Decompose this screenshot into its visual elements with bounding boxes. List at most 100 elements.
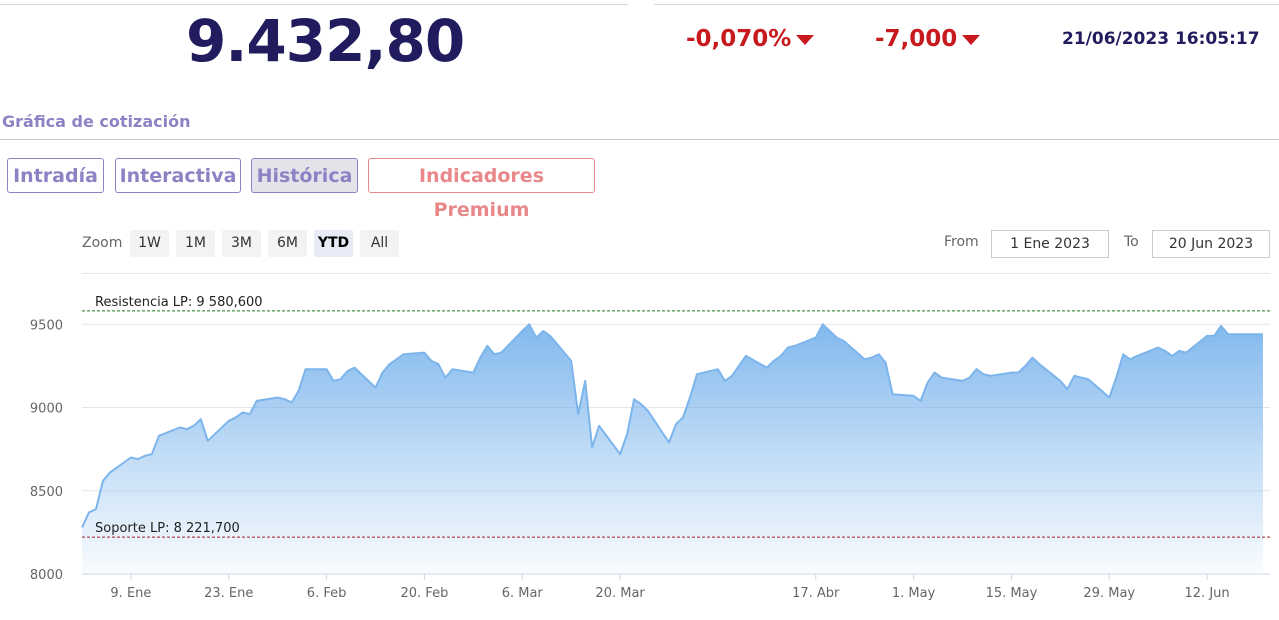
x-tick-label: 20. Feb bbox=[401, 586, 449, 601]
to-label: To bbox=[1124, 234, 1139, 250]
data-point bbox=[80, 525, 84, 529]
data-point bbox=[324, 367, 328, 371]
data-point bbox=[786, 345, 790, 349]
data-point bbox=[737, 364, 741, 368]
data-point bbox=[981, 372, 985, 376]
quote-datetime: 21/06/2023 16:05:17 bbox=[1062, 29, 1260, 49]
x-tick-label: 17. Abr bbox=[792, 586, 840, 601]
data-point bbox=[234, 415, 238, 419]
data-point bbox=[276, 395, 280, 399]
data-point bbox=[793, 344, 797, 348]
data-point bbox=[520, 329, 524, 333]
data-point bbox=[723, 379, 727, 383]
last-price: 9.432,80 bbox=[186, 7, 465, 75]
data-point bbox=[394, 357, 398, 361]
zoom-1w-button[interactable]: 1W bbox=[130, 230, 169, 257]
x-tick-label: 23. Ene bbox=[204, 586, 253, 601]
data-point bbox=[471, 370, 475, 374]
tab-historica[interactable]: Histórica bbox=[251, 158, 358, 193]
data-point bbox=[1072, 374, 1076, 378]
data-point bbox=[1163, 349, 1167, 353]
level-label: Soporte LP: 8 221,700 bbox=[95, 521, 240, 536]
x-tick-label: 6. Feb bbox=[307, 586, 347, 601]
zoom-3m-button[interactable]: 3M bbox=[222, 230, 261, 257]
data-point bbox=[779, 354, 783, 358]
data-point bbox=[1205, 334, 1209, 338]
data-point bbox=[492, 352, 496, 356]
data-point bbox=[695, 372, 699, 376]
tab-intradia[interactable]: Intradía bbox=[7, 158, 104, 193]
data-point bbox=[932, 370, 936, 374]
data-point bbox=[911, 394, 915, 398]
zoom-6m-button[interactable]: 6M bbox=[268, 230, 307, 257]
data-point bbox=[960, 379, 964, 383]
support-resistance-levels: Resistencia LP: 9 580,600 Soporte LP: 8 2… bbox=[82, 295, 1270, 538]
tab-interactiva[interactable]: Interactiva bbox=[115, 158, 241, 193]
data-point bbox=[667, 440, 671, 444]
to-date-input[interactable] bbox=[1152, 230, 1270, 258]
data-point bbox=[373, 385, 377, 389]
data-point bbox=[925, 380, 929, 384]
data-point bbox=[283, 397, 287, 401]
data-point bbox=[828, 329, 832, 333]
data-point bbox=[1128, 357, 1132, 361]
data-point bbox=[101, 479, 105, 483]
level-label: Resistencia LP: 9 580,600 bbox=[95, 295, 263, 310]
zoom-all-button[interactable]: All bbox=[360, 230, 399, 257]
data-point bbox=[241, 410, 245, 414]
data-point bbox=[401, 352, 405, 356]
data-point bbox=[199, 417, 203, 421]
data-point bbox=[1226, 332, 1230, 336]
range-selector-divider bbox=[82, 273, 1270, 274]
data-point bbox=[192, 424, 196, 428]
data-point bbox=[150, 452, 154, 456]
header-divider-right bbox=[654, 4, 1279, 5]
data-point bbox=[227, 419, 231, 423]
data-point bbox=[569, 359, 573, 363]
data-point bbox=[94, 507, 98, 511]
data-point bbox=[1121, 352, 1125, 356]
data-point bbox=[688, 395, 692, 399]
data-point bbox=[583, 379, 587, 383]
data-point bbox=[1184, 350, 1188, 354]
data-point bbox=[988, 374, 992, 378]
down-arrow-icon bbox=[962, 34, 981, 45]
y-tick-label: 8000 bbox=[30, 568, 63, 583]
data-point bbox=[939, 375, 943, 379]
price-chart[interactable]: 8000 8500 9000 9500 Resistencia LP: 9 580,6… bbox=[0, 274, 1279, 620]
data-point bbox=[380, 370, 384, 374]
data-point bbox=[1079, 375, 1083, 379]
data-point bbox=[143, 454, 147, 458]
data-point bbox=[890, 392, 894, 396]
x-tick-label: 12. Jun bbox=[1185, 586, 1230, 601]
data-point bbox=[296, 389, 300, 393]
data-point bbox=[576, 412, 580, 416]
data-point bbox=[248, 412, 252, 416]
data-point bbox=[1009, 370, 1013, 374]
data-point bbox=[590, 445, 594, 449]
data-point bbox=[1212, 334, 1216, 338]
data-point bbox=[541, 329, 545, 333]
tab-indicadores-premium[interactable]: Indicadores Premium bbox=[368, 158, 595, 221]
price-area bbox=[82, 324, 1263, 574]
zoom-1m-button[interactable]: 1M bbox=[176, 230, 215, 257]
data-point bbox=[639, 402, 643, 406]
data-point bbox=[842, 339, 846, 343]
data-point bbox=[1058, 379, 1062, 383]
data-point bbox=[1219, 324, 1223, 328]
from-date-input[interactable] bbox=[991, 230, 1109, 258]
y-axis: 8000 8500 9000 9500 bbox=[30, 318, 63, 583]
data-point bbox=[1086, 377, 1090, 381]
down-arrow-icon bbox=[796, 34, 815, 45]
data-point bbox=[1037, 362, 1041, 366]
data-point bbox=[429, 359, 433, 363]
data-point bbox=[345, 369, 349, 373]
data-point bbox=[1135, 354, 1139, 358]
data-point bbox=[1107, 395, 1111, 399]
data-point bbox=[352, 365, 356, 369]
data-point bbox=[814, 335, 818, 339]
change-points-value: -7,000 bbox=[875, 26, 958, 52]
data-point bbox=[157, 434, 161, 438]
zoom-ytd-button[interactable]: YTD bbox=[314, 230, 353, 257]
data-point bbox=[129, 455, 133, 459]
